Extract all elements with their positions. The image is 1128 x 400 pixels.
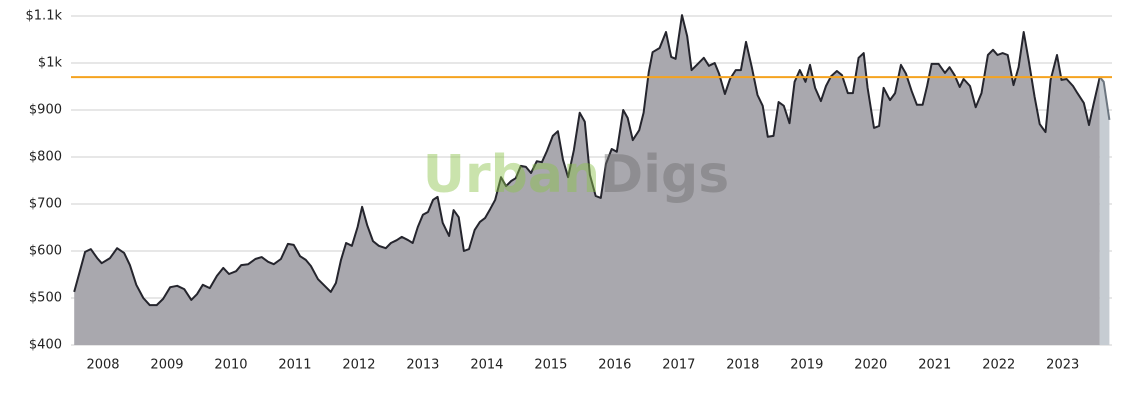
x-tick-label: 2010 [214, 358, 247, 373]
x-tick-label: 2015 [534, 358, 567, 373]
watermark: Urban Digs [423, 145, 729, 205]
area [74, 15, 1100, 345]
line [1099, 76, 1111, 121]
y-tick-label: $900 [29, 103, 62, 118]
area [1099, 77, 1110, 345]
x-tick-label: 2016 [598, 358, 631, 373]
x-tick-label: 2011 [278, 358, 311, 373]
line [73, 14, 1101, 307]
x-tick-label: 2021 [918, 358, 951, 373]
y-tick-label: $800 [29, 150, 62, 165]
x-tick-label: 2019 [790, 358, 823, 373]
y-tick-label: $600 [29, 244, 62, 259]
x-tick-label: 2012 [342, 358, 375, 373]
y-tick-label: $500 [29, 291, 62, 306]
x-tick-label: 2008 [86, 358, 119, 373]
x-tick-label: 2020 [854, 358, 887, 373]
y-tick-label: $400 [29, 338, 62, 353]
y-tick-label: $1.1k [26, 9, 63, 24]
x-tick-label: 2009 [150, 358, 183, 373]
x-tick-label: 2013 [406, 358, 439, 373]
x-tick-label: 2018 [726, 358, 759, 373]
watermark-digs: Digs [600, 145, 729, 205]
watermark-urban: Urban [423, 145, 600, 205]
x-tick-label: 2017 [662, 358, 695, 373]
x-tick-label: 2023 [1046, 358, 1079, 373]
y-tick-label: $700 [29, 197, 62, 212]
x-tick-label: 2014 [470, 358, 503, 373]
x-tick-label: 2022 [982, 358, 1015, 373]
y-tick-label: $1k [38, 56, 63, 71]
